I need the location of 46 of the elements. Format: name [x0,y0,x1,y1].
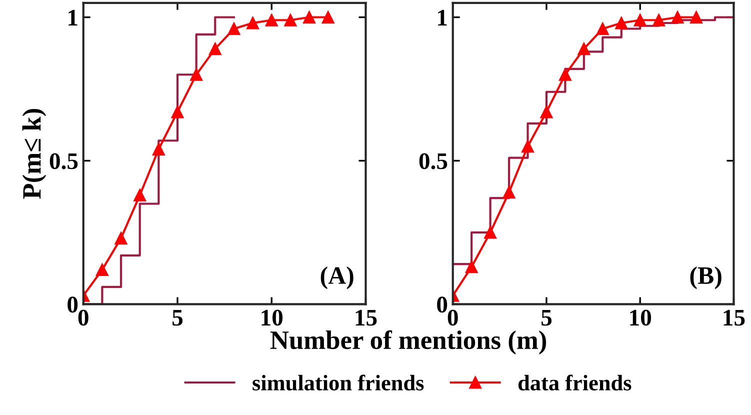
annotation: (A) [320,266,354,290]
point [558,68,572,81]
x-tick-label: 15 [724,310,745,326]
x-tick-label: 15 [356,310,377,326]
x-tick-label: 5 [542,310,552,326]
x-tick-label: 0 [78,310,88,326]
y-tick-label: 0 [68,296,78,313]
point [284,14,297,26]
point [596,22,609,35]
y-tick-label: 1 [68,10,78,26]
annotation: (B) [690,266,722,290]
point [190,68,203,81]
point [208,42,222,56]
x-tick-label: 5 [172,310,183,326]
x-tick-label: 10 [262,310,283,326]
x-tick-label: 0 [448,310,458,326]
y-tick-label: 0 [437,296,448,313]
y-tick-label: 0.5 [50,153,78,170]
x-axis-title: Number of mentions (m) [270,330,546,354]
point [484,226,497,239]
point [171,106,184,118]
y-tick-label: 1 [438,10,447,26]
point [578,42,590,56]
point [322,11,334,24]
point [634,14,646,26]
point [303,11,316,24]
point [96,264,108,276]
legend-label: simulation friends [252,374,424,391]
y-axis-title: P(m≤ k) [22,108,46,199]
point [615,16,628,30]
point [228,22,240,35]
point [522,140,534,153]
point [152,142,165,156]
point [540,106,553,118]
point [114,232,128,244]
point [265,14,278,26]
point [652,14,666,26]
point [502,186,516,199]
point [246,16,260,30]
point [690,11,703,24]
point [465,260,478,274]
y-tick-label: 0.5 [419,153,448,170]
point [671,11,684,24]
point [134,188,146,202]
x-tick-label: 10 [630,310,652,326]
legend-label: data friends [518,374,632,390]
